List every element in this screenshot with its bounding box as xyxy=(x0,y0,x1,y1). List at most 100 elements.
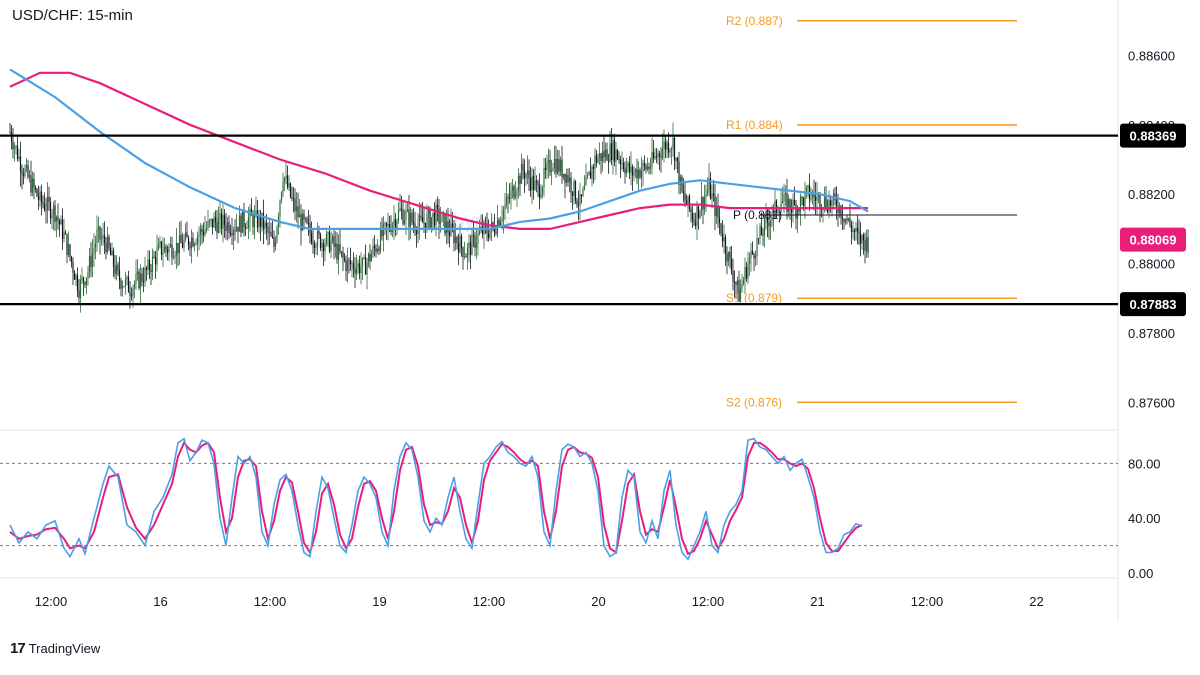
sma-fast-line xyxy=(9,68,869,230)
candle-body xyxy=(193,244,196,247)
candle-body xyxy=(432,212,434,218)
candle-body xyxy=(838,205,841,214)
candle-body xyxy=(321,242,323,249)
candle-body xyxy=(411,212,413,222)
candle-body xyxy=(352,263,355,270)
candle-body xyxy=(66,234,68,255)
candle-body xyxy=(676,157,679,162)
candle-body xyxy=(373,245,376,248)
candle-body xyxy=(594,155,596,169)
candle-body xyxy=(628,162,631,173)
candle-body xyxy=(853,230,856,232)
candle-body xyxy=(652,152,655,159)
candle-body xyxy=(742,280,745,285)
candle-body xyxy=(291,196,293,199)
candle-body xyxy=(444,214,446,234)
candle-body xyxy=(823,197,826,209)
candle-body xyxy=(736,280,739,285)
candle-body xyxy=(52,205,55,216)
candle-body xyxy=(196,236,199,244)
tradingview-brand[interactable]: 17 TradingView xyxy=(10,640,100,657)
candle-body xyxy=(556,159,559,173)
candle-body xyxy=(618,159,620,160)
candle-body xyxy=(591,166,593,179)
candle-body xyxy=(396,220,398,228)
candle-body xyxy=(820,209,823,211)
candle-body xyxy=(771,216,773,221)
candle-body xyxy=(204,229,206,236)
candle-body xyxy=(333,236,335,247)
candle-body xyxy=(67,244,70,255)
candle-body xyxy=(573,180,575,196)
candle-body xyxy=(799,196,802,212)
candle-body xyxy=(388,223,391,229)
candle-body xyxy=(639,170,641,178)
candle-body xyxy=(697,206,700,219)
candle-body xyxy=(178,235,181,254)
candle-body xyxy=(600,153,602,162)
candle-body xyxy=(39,191,41,201)
candle-body xyxy=(517,175,520,191)
candle-body xyxy=(553,158,556,168)
candle-body xyxy=(159,241,161,245)
candle-body xyxy=(331,236,334,242)
candle-body xyxy=(631,166,634,176)
candle-body xyxy=(259,214,262,227)
candle-body xyxy=(379,228,382,251)
candle-body xyxy=(703,197,706,210)
candle-body xyxy=(690,208,692,213)
candle-body xyxy=(199,228,202,235)
candle-body xyxy=(720,223,722,234)
candle-body xyxy=(630,166,632,173)
candle-body xyxy=(850,225,853,232)
candle-body xyxy=(738,280,740,302)
candle-body xyxy=(210,218,212,221)
candle-body xyxy=(330,241,332,252)
candle-body xyxy=(274,241,277,247)
candle-body xyxy=(570,177,572,192)
candle-body xyxy=(183,240,185,248)
candle-body xyxy=(412,221,415,224)
candle-body xyxy=(753,253,755,259)
candle-body xyxy=(292,198,295,200)
candle-body xyxy=(672,137,674,149)
candle-body xyxy=(120,280,122,289)
candle-body xyxy=(372,245,374,255)
candle-body xyxy=(72,262,74,273)
candle-body xyxy=(84,282,86,285)
candle-body xyxy=(717,205,719,218)
candle-body xyxy=(424,222,427,230)
candle-body xyxy=(504,204,506,210)
candle-body xyxy=(166,249,169,253)
candle-body xyxy=(585,176,587,186)
candle-body xyxy=(478,231,481,234)
stoch-tick-label: 80.00 xyxy=(1128,456,1161,471)
candle-body xyxy=(735,282,737,285)
resistance-price-tag-bg xyxy=(1120,123,1186,148)
candle-body xyxy=(33,178,35,188)
candle-body xyxy=(595,155,598,163)
time-axis[interactable]: 12:00 16 12:00 19 12:00 20 12:00 21 12:00 22 xyxy=(35,594,1044,609)
candle-body xyxy=(474,235,476,249)
candle-body xyxy=(346,259,349,272)
time-tick-label: 12:00 xyxy=(473,594,506,609)
candle-body xyxy=(282,181,284,193)
candle-body xyxy=(151,256,154,273)
candle-body xyxy=(751,250,754,254)
candle-body xyxy=(589,171,592,179)
candle-body xyxy=(114,266,116,275)
candle-body xyxy=(301,213,304,231)
candle-body xyxy=(774,200,776,207)
candle-body xyxy=(699,211,701,219)
candle-body xyxy=(541,187,544,195)
candle-body xyxy=(445,221,448,234)
price-axis[interactable]: 0.886000.884000.882000.880000.878000.876… xyxy=(1128,48,1175,410)
candle-body xyxy=(766,216,769,223)
candle-body xyxy=(184,232,187,241)
candle-body xyxy=(270,231,272,237)
candle-body xyxy=(405,211,407,221)
stochastic-axis[interactable]: 80.00 40.00 0.00 xyxy=(1128,456,1161,581)
time-tick-label: 22 xyxy=(1029,594,1043,609)
candle-body xyxy=(457,242,460,253)
